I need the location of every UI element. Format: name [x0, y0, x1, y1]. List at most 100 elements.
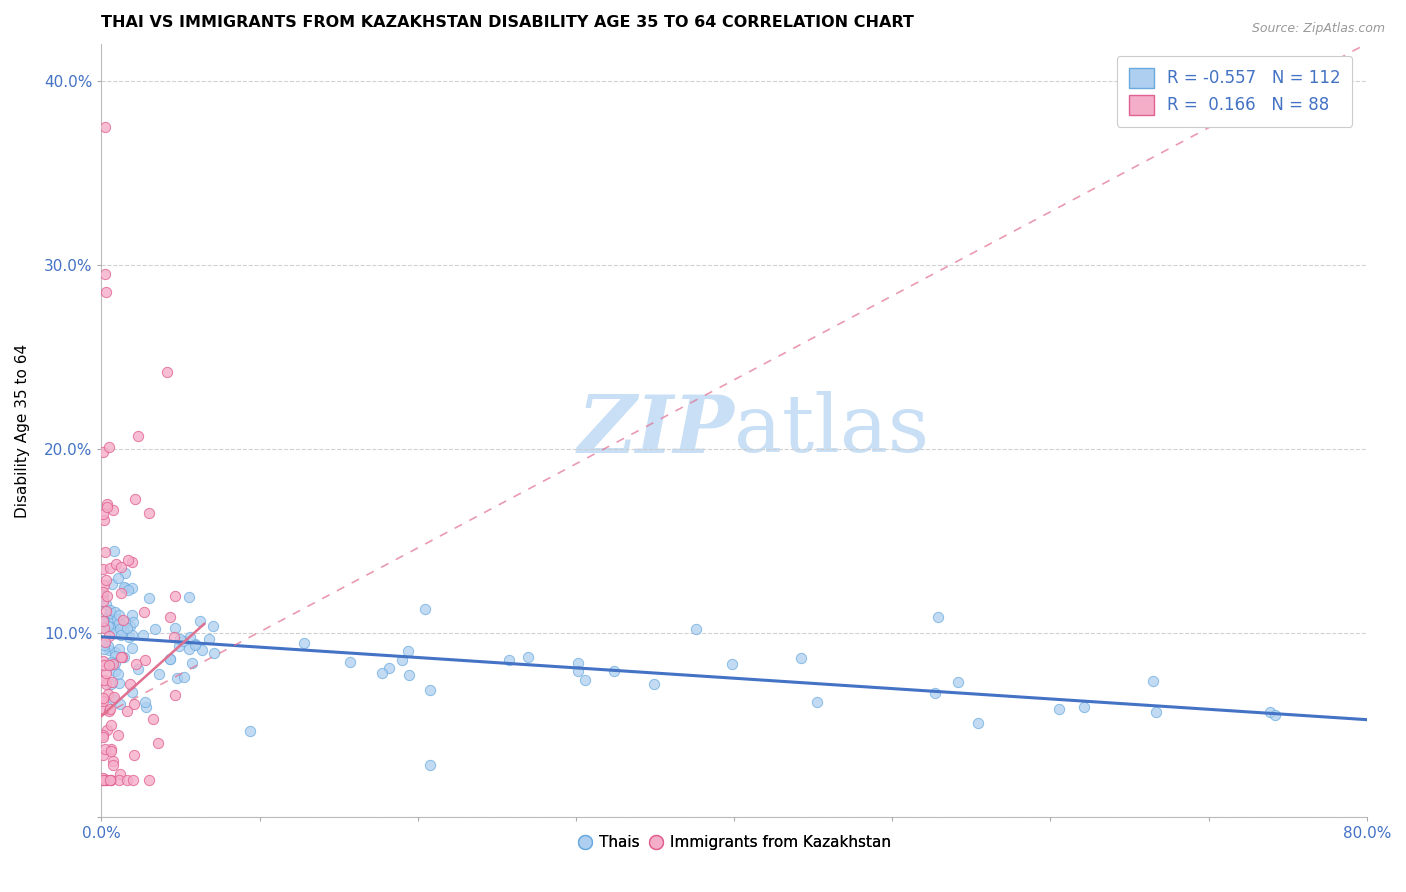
Point	[97, 619, 120, 633]
Point	[177, 590, 200, 604]
Point	[121, 608, 143, 623]
Point	[110, 649, 132, 664]
Point	[191, 643, 214, 657]
Point	[685, 622, 707, 636]
Point	[202, 646, 225, 660]
Point	[91, 445, 114, 459]
Point	[107, 728, 129, 742]
Point	[378, 661, 401, 675]
Point	[93, 577, 115, 591]
Point	[110, 585, 132, 599]
Point	[97, 629, 120, 643]
Point	[517, 650, 540, 665]
Point	[100, 741, 122, 756]
Point	[103, 656, 125, 670]
Point	[125, 657, 148, 672]
Point	[96, 285, 118, 300]
Point	[97, 639, 120, 653]
Point	[103, 544, 125, 558]
Point	[98, 620, 121, 634]
Point	[94, 573, 117, 587]
Point	[91, 507, 114, 521]
Point	[574, 673, 596, 687]
Point	[948, 675, 970, 690]
Text: ZIP: ZIP	[578, 392, 734, 469]
Point	[138, 773, 160, 788]
Point	[115, 704, 138, 718]
Point	[114, 615, 136, 629]
Point	[105, 612, 128, 626]
Point	[98, 773, 121, 788]
Point	[96, 723, 118, 737]
Point	[96, 497, 118, 511]
Point	[1258, 705, 1281, 719]
Point	[163, 688, 186, 702]
Point	[93, 120, 115, 134]
Point	[110, 767, 132, 781]
Point	[122, 773, 145, 788]
Point	[720, 657, 742, 672]
Point	[101, 757, 124, 772]
Point	[790, 651, 813, 665]
Point	[167, 640, 190, 654]
Point	[391, 653, 413, 667]
Point	[107, 667, 129, 681]
Point	[202, 618, 225, 632]
Text: THAI VS IMMIGRANTS FROM KAZAKHSTAN DISABILITY AGE 35 TO 64 CORRELATION CHART: THAI VS IMMIGRANTS FROM KAZAKHSTAN DISAB…	[101, 15, 914, 30]
Point	[159, 652, 181, 666]
Point	[418, 683, 440, 698]
Point	[121, 628, 143, 642]
Point	[93, 773, 115, 788]
Point	[121, 685, 143, 699]
Point	[93, 621, 115, 635]
Point	[93, 641, 115, 656]
Point	[93, 673, 115, 687]
Point	[100, 606, 122, 620]
Point	[134, 652, 156, 666]
Point	[98, 603, 121, 617]
Point	[924, 686, 946, 700]
Point	[134, 695, 156, 709]
Point	[91, 773, 114, 788]
Point	[966, 716, 988, 731]
Point	[1144, 705, 1167, 719]
Point	[110, 697, 132, 711]
Point	[169, 632, 191, 647]
Point	[103, 690, 125, 704]
Point	[138, 506, 160, 520]
Point	[98, 704, 121, 718]
Point	[603, 664, 626, 678]
Point	[101, 577, 124, 591]
Point	[108, 607, 131, 622]
Point	[91, 589, 114, 603]
Point	[163, 630, 186, 644]
Point	[91, 694, 114, 708]
Point	[165, 589, 187, 603]
Point	[98, 561, 121, 575]
Point	[371, 665, 394, 680]
Point	[98, 773, 121, 788]
Point	[93, 747, 115, 762]
Point	[127, 429, 149, 443]
Point	[112, 649, 135, 664]
Point	[184, 638, 207, 652]
Point	[93, 614, 115, 628]
Point	[91, 728, 114, 742]
Point	[96, 773, 118, 788]
Point	[101, 754, 124, 768]
Point	[91, 771, 114, 785]
Point	[104, 606, 127, 620]
Point	[108, 676, 131, 690]
Point	[98, 643, 121, 657]
Point	[91, 584, 114, 599]
Point	[93, 267, 115, 281]
Point	[114, 566, 136, 581]
Point	[121, 640, 143, 655]
Point	[166, 671, 188, 685]
Point	[98, 657, 121, 672]
Point	[117, 621, 139, 635]
Point	[104, 558, 127, 572]
Point	[498, 653, 520, 667]
Point	[96, 589, 118, 603]
Point	[91, 654, 114, 668]
